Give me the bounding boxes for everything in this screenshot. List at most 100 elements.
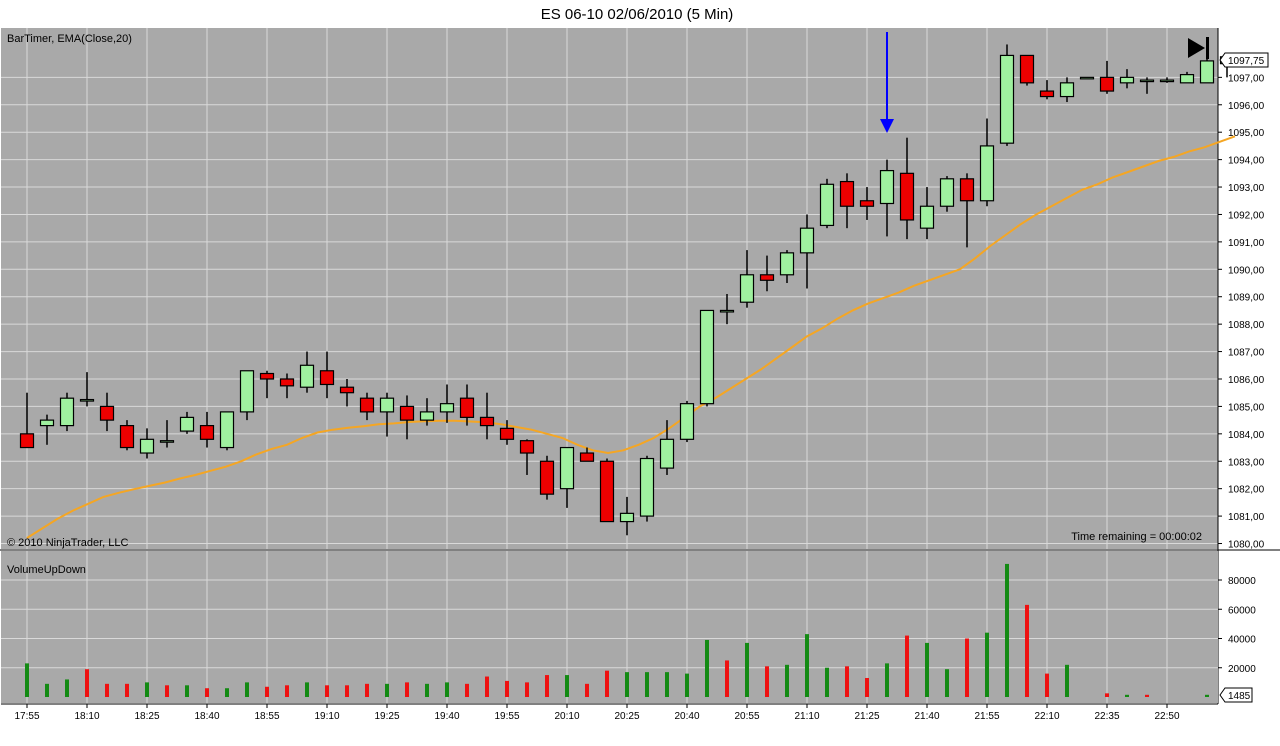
volume-tick-label: 60000 [1228,605,1256,616]
x-tick-label: 21:25 [854,711,879,722]
last-price-marker: 1097,75 [1219,52,1269,68]
candle-body-up [1139,79,1155,83]
price-tick-label: 1095,00 [1228,128,1265,139]
volume-bar [965,638,969,697]
price-axis: 1080,00 1081,00 1082,00 1083,00 1084,00 1085,… [1217,28,1265,704]
volume-bar [625,672,629,697]
volume-bar [885,663,889,697]
price-tick-label: 1083,00 [1228,457,1265,468]
x-tick-label: 22:35 [1094,711,1119,722]
price-grid [1,28,1218,549]
candle-body-up [559,446,575,490]
price-tick-label: 1091,00 [1228,238,1265,249]
candle [899,137,915,240]
volume-bar [65,679,69,697]
candle [479,392,495,440]
candle [319,351,335,399]
scroll-to-end-icon[interactable] [1188,37,1209,59]
candle [659,420,675,475]
volume-bar [985,632,989,697]
volume-bar [405,682,409,697]
candle [299,351,315,393]
candle [399,395,415,440]
candle-body-down [459,397,475,418]
candle [39,414,55,445]
volume-bar [905,635,909,697]
candle-body-down [359,397,375,413]
candle [559,446,575,508]
volume-bar [1025,604,1029,697]
last-price-label: 1097,75 [1228,56,1265,67]
candle [219,411,235,451]
candle-body-down [99,405,115,421]
candle [679,400,695,443]
volume-bar [245,682,249,697]
candle-body-down [399,405,415,421]
volume-bar [285,685,289,697]
volume-bar [105,683,109,697]
candle-body-down [599,460,615,523]
x-tick-label: 18:25 [134,711,159,722]
volume-bar [1145,694,1149,697]
candle [99,392,115,432]
x-tick-label: 19:10 [314,711,339,722]
volume-panel[interactable] [1,551,1218,703]
candle [719,293,735,325]
candle-body-down [279,378,295,387]
volume-bar [545,675,549,697]
candle [839,173,855,229]
volume-bar [565,675,569,697]
candle-body-up [439,403,455,413]
play-icon [1188,38,1205,58]
x-tick-label: 20:55 [734,711,759,722]
price-tick-label: 1085,00 [1228,402,1265,413]
candle-body-down [519,440,535,454]
candle-body-down [1019,54,1035,84]
volume-bar [445,682,449,697]
candle [699,309,715,407]
volume-bar [485,676,489,697]
volume-bar [305,682,309,697]
volume-bar [345,685,349,697]
candle [979,118,995,207]
candle-body-down [19,433,35,449]
candle-body-down [119,425,135,449]
candle [19,392,35,449]
volume-bar [85,669,89,697]
candle [539,455,555,500]
candle [759,255,775,292]
candle-body-up [1059,82,1075,98]
volume-bar [845,666,849,697]
candle-body-down [1039,90,1055,98]
candle [939,176,955,212]
candle [1199,58,1215,84]
candle [459,384,475,426]
end-bar-icon [1206,37,1209,59]
volume-bar [365,683,369,697]
price-tick-label: 1093,00 [1228,183,1265,194]
candle [519,439,535,475]
x-tick-label: 22:50 [1154,711,1179,722]
volume-bar [805,634,809,697]
x-tick-label: 20:25 [614,711,639,722]
candle-body-up [379,397,395,413]
volume-tick-label: 20000 [1228,664,1256,675]
candle-body-up [79,398,95,402]
price-tick-label: 1084,00 [1228,430,1265,441]
ema-line [26,135,1236,539]
candle [1139,77,1155,94]
x-tick-label: 18:10 [74,711,99,722]
price-tick-label: 1096,00 [1228,101,1265,112]
candle-body-up [679,403,695,440]
candle [179,411,195,434]
volume-bar [45,683,49,697]
candle-body-up [179,416,195,432]
volume-axis: 20000 40000 60000 80000 [1218,576,1256,675]
volume-bar [465,683,469,697]
candle [879,159,895,237]
candle-body-down [959,178,975,202]
volume-bar [645,672,649,697]
price-tick-label: 1082,00 [1228,485,1265,496]
